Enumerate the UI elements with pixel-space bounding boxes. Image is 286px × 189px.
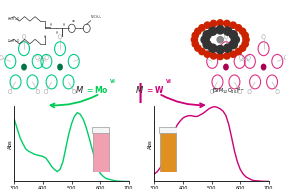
Circle shape xyxy=(201,36,209,44)
Text: H: H xyxy=(55,31,57,35)
FancyBboxPatch shape xyxy=(160,127,176,133)
Circle shape xyxy=(208,27,217,35)
Text: $[\mathrm{SiM_{12}O_{40}}]^{4-}$: $[\mathrm{SiM_{12}O_{40}}]^{4-}$ xyxy=(212,86,245,96)
Circle shape xyxy=(224,64,228,70)
Text: $= \mathbf{W}$: $= \mathbf{W}$ xyxy=(145,84,164,95)
Circle shape xyxy=(217,53,223,60)
Circle shape xyxy=(204,22,210,28)
Text: $\mathbf{VI}$: $\mathbf{VI}$ xyxy=(109,77,116,85)
Circle shape xyxy=(192,41,198,47)
Text: H: H xyxy=(44,35,46,39)
Circle shape xyxy=(204,51,210,57)
Circle shape xyxy=(239,28,246,34)
Circle shape xyxy=(230,22,236,28)
Circle shape xyxy=(224,27,232,35)
Circle shape xyxy=(235,25,242,31)
Text: $\mathrm{C_{12}H_{25}O}$: $\mathrm{C_{12}H_{25}O}$ xyxy=(7,38,21,45)
Circle shape xyxy=(22,64,26,70)
Circle shape xyxy=(195,45,201,51)
Circle shape xyxy=(229,31,237,39)
Circle shape xyxy=(242,41,248,47)
Y-axis label: Abs: Abs xyxy=(8,139,13,149)
FancyBboxPatch shape xyxy=(92,127,109,133)
FancyBboxPatch shape xyxy=(93,132,109,172)
Circle shape xyxy=(224,53,230,59)
Text: $M$: $M$ xyxy=(76,84,84,95)
Circle shape xyxy=(243,36,249,43)
Text: $\mathrm{C_{12}H_{25}O}$: $\mathrm{C_{12}H_{25}O}$ xyxy=(7,15,21,23)
Text: $= \mathbf{Mo}$: $= \mathbf{Mo}$ xyxy=(85,84,109,95)
Y-axis label: Abs: Abs xyxy=(148,139,153,149)
Circle shape xyxy=(217,20,223,26)
Circle shape xyxy=(199,25,205,31)
Circle shape xyxy=(195,28,201,34)
Circle shape xyxy=(224,44,232,52)
FancyBboxPatch shape xyxy=(160,132,176,172)
Circle shape xyxy=(235,48,242,55)
Text: $\mathbf{VI}$: $\mathbf{VI}$ xyxy=(165,77,172,85)
Circle shape xyxy=(231,36,239,44)
Text: H: H xyxy=(63,23,65,27)
Circle shape xyxy=(242,32,248,39)
Text: H: H xyxy=(50,23,52,27)
Circle shape xyxy=(216,26,224,34)
Circle shape xyxy=(210,20,217,27)
Circle shape xyxy=(210,53,217,59)
Circle shape xyxy=(199,48,205,55)
Circle shape xyxy=(230,51,236,57)
Text: $M$: $M$ xyxy=(136,84,144,95)
Circle shape xyxy=(203,40,211,49)
Circle shape xyxy=(229,40,237,49)
Circle shape xyxy=(216,45,224,54)
Text: $\oplus$: $\oplus$ xyxy=(71,18,75,24)
Text: $\mathrm{N(CH_3)_2}$: $\mathrm{N(CH_3)_2}$ xyxy=(90,13,103,21)
Circle shape xyxy=(224,20,230,27)
Circle shape xyxy=(208,44,217,52)
Circle shape xyxy=(203,31,211,39)
Circle shape xyxy=(192,32,198,39)
Text: |: | xyxy=(137,83,144,103)
Circle shape xyxy=(58,64,62,70)
Circle shape xyxy=(217,36,223,43)
Circle shape xyxy=(191,36,198,43)
Circle shape xyxy=(261,64,266,70)
Circle shape xyxy=(239,45,246,51)
